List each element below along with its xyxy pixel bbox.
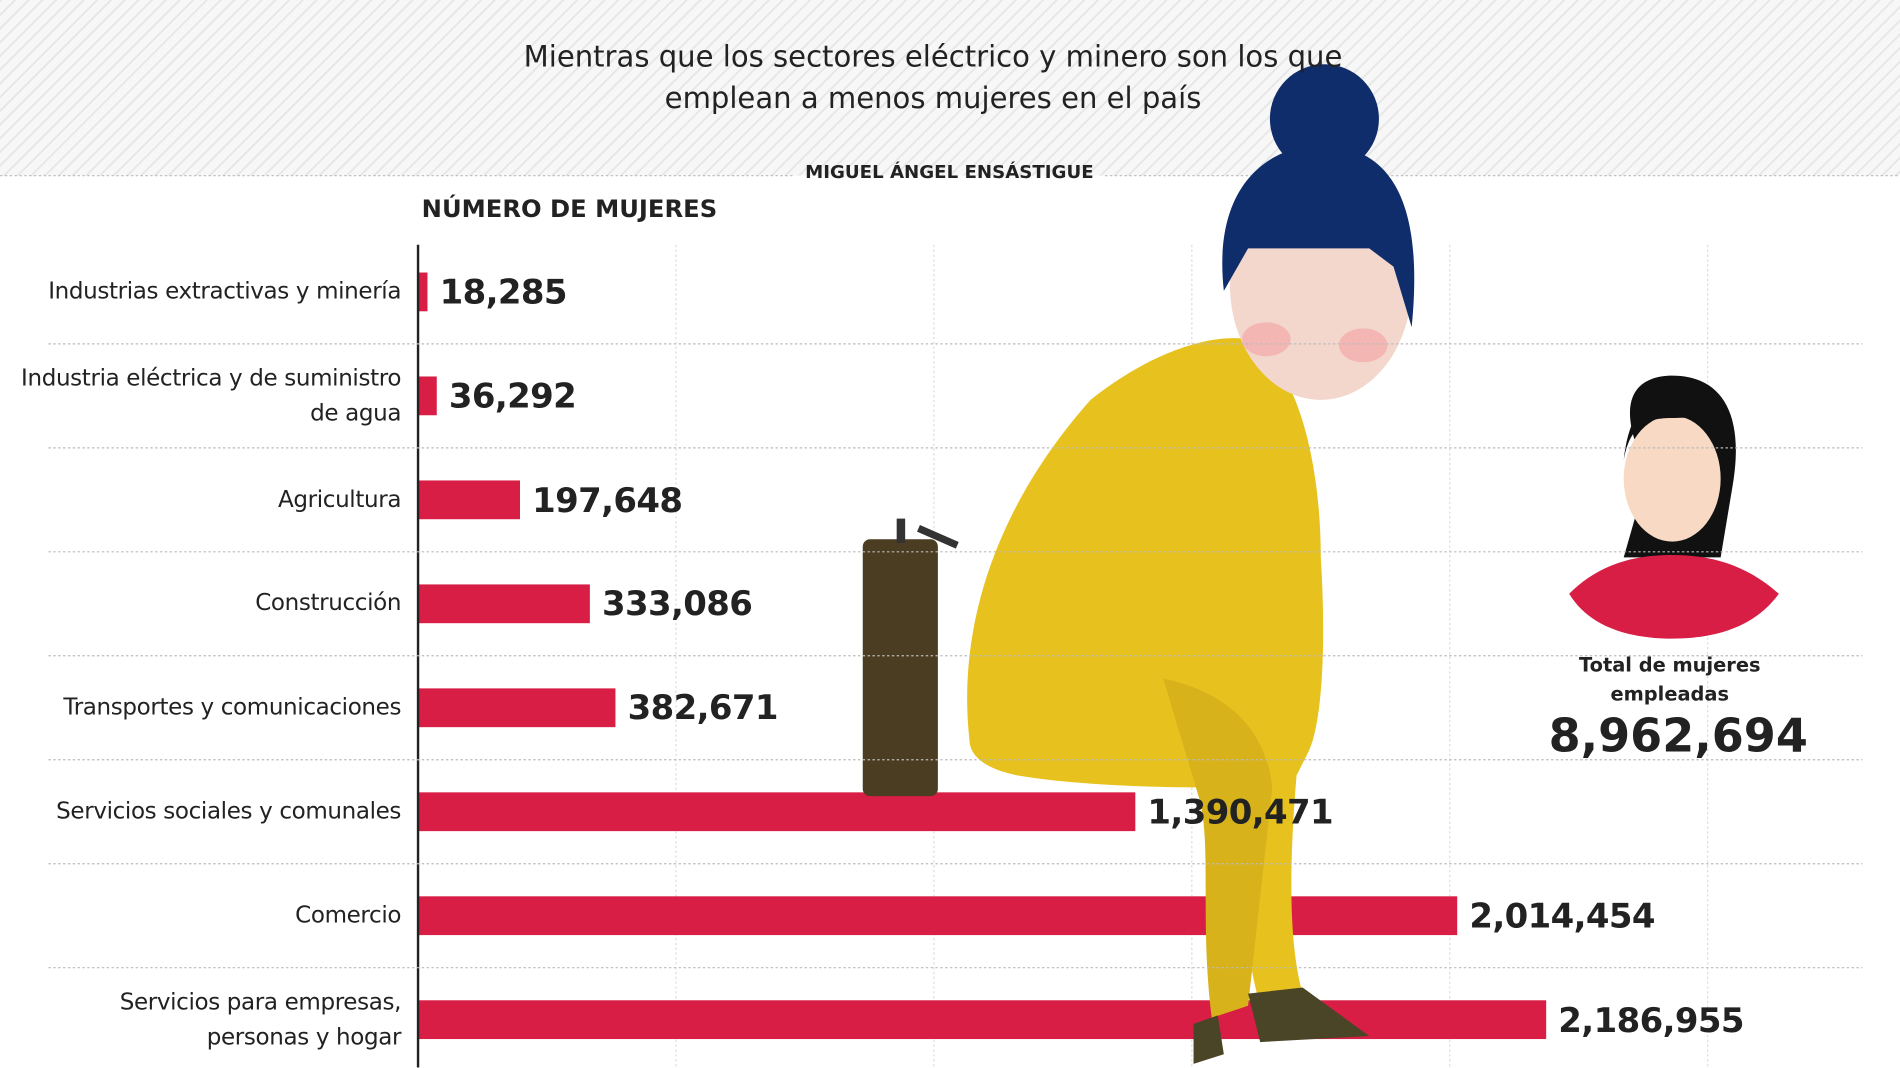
- category-label: Servicios sociales y comunales: [56, 797, 402, 825]
- total-label: Total de mujeres empleadas: [1578, 653, 1761, 706]
- total-value: 8,962,694: [1548, 708, 1808, 763]
- value-label: 382,671: [627, 687, 779, 728]
- bar: [418, 480, 521, 520]
- bar: [418, 272, 428, 312]
- bar: [418, 1000, 1547, 1040]
- bar: [418, 376, 437, 416]
- category-label: Agricultura: [278, 485, 402, 513]
- value-label: 333,086: [601, 583, 753, 624]
- bar: [418, 688, 616, 728]
- value-label: 36,292: [448, 375, 577, 416]
- subtitle: Mientras que los sectores eléctrico y mi…: [523, 39, 1343, 116]
- category-label: Industria eléctrica y de suministro de a…: [21, 364, 402, 427]
- category-label: Comercio: [295, 901, 402, 929]
- bar: [418, 584, 590, 624]
- value-label: 197,648: [532, 479, 683, 520]
- category-label: Transportes y comunicaciones: [63, 693, 402, 721]
- category-label: Industrias extractivas y minería: [48, 277, 402, 305]
- header-background: [0, 0, 1900, 176]
- value-label: 18,285: [439, 271, 568, 312]
- category-label: Construcción: [255, 589, 402, 617]
- bar: [418, 792, 1136, 832]
- byline: MIGUEL ÁNGEL ENSÁSTIGUE: [805, 161, 1094, 183]
- bar: [418, 896, 1458, 936]
- axis-label: NÚMERO DE MUJERES: [421, 193, 718, 223]
- category-label: Servicios para empresas, personas y hoga…: [119, 988, 402, 1050]
- value-label: 1,390,471: [1147, 791, 1334, 832]
- value-label: 2,186,955: [1558, 999, 1744, 1040]
- illustration: [862, 64, 1779, 1064]
- value-label: 2,014,454: [1469, 895, 1655, 936]
